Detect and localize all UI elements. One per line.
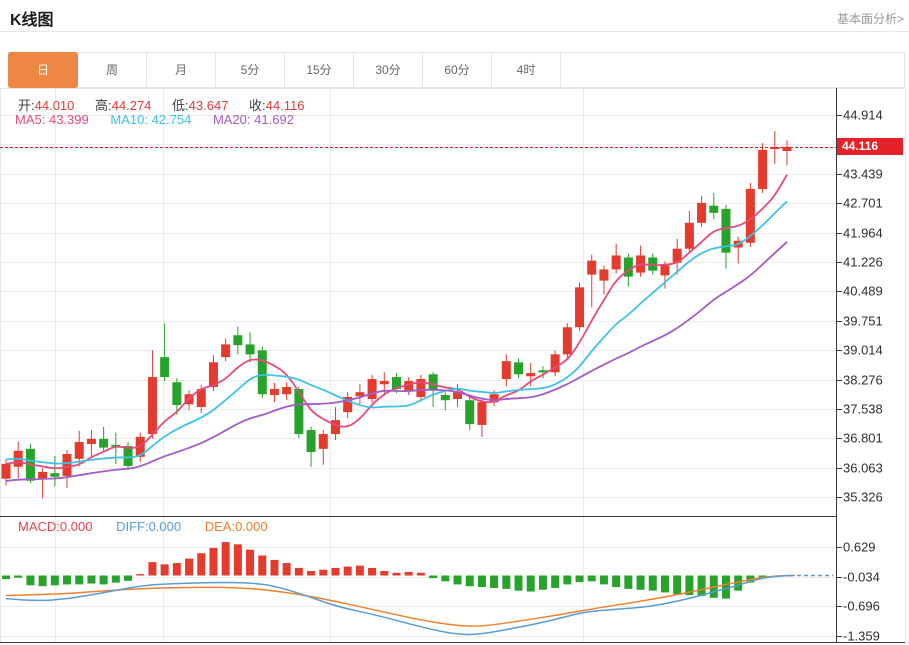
price-axis-label: 42.701 (843, 195, 883, 211)
macd-axis-label: -0.034 (843, 569, 880, 585)
price-axis-label: 41.226 (843, 254, 883, 270)
dea-value-legend: DEA:0.000 (204, 519, 268, 534)
ohlc-legend: 开:44.010 高:44.274 低:43.647 收:44.116 (18, 95, 321, 114)
low-value: 43.647 (188, 98, 229, 113)
price-axis-label: 37.538 (843, 401, 883, 417)
price-axis-label: 40.489 (843, 283, 883, 299)
price-axis-label: 39.014 (843, 342, 883, 358)
macd-axis-label: -0.696 (843, 598, 880, 614)
tab-4hour[interactable]: 4时 (492, 53, 561, 87)
macd-value-legend: MACD:0.000 (18, 519, 93, 534)
ma10-legend: MA10: 42.754 (110, 112, 192, 127)
close-value: 44.116 (265, 98, 305, 113)
tab-week[interactable]: 周 (78, 53, 147, 87)
price-axis-label: 36.063 (843, 460, 883, 476)
tab-15min[interactable]: 15分 (285, 53, 354, 87)
tab-60min[interactable]: 60分 (423, 53, 492, 87)
ma20-legend: MA20: 41.692 (212, 112, 294, 127)
open-value: 44.010 (34, 98, 75, 113)
diff-value-legend: DIFF:0.000 (116, 519, 182, 534)
price-axis-label: 38.276 (843, 372, 883, 388)
close-label: 收: (249, 98, 266, 113)
high-value: 44.274 (111, 98, 152, 113)
macd-axis-label: 0.629 (843, 539, 876, 555)
period-tab-bar: 日 周 月 5分 15分 30分 60分 4时 (8, 52, 905, 88)
tab-30min[interactable]: 30分 (354, 53, 423, 87)
low-label: 低: (172, 98, 189, 113)
price-axis-label: 35.326 (843, 489, 883, 505)
header-divider (0, 31, 909, 32)
ma5-legend: MA5: 43.399 (15, 112, 89, 127)
page-title: K线图 (10, 12, 54, 29)
tab-month[interactable]: 月 (147, 53, 216, 87)
price-axis-label: 43.439 (843, 166, 883, 182)
ma-legend: MA5: 43.399 MA10: 42.754 MA20: 41.692 (15, 112, 294, 127)
high-label: 高: (95, 98, 112, 113)
tab-5min[interactable]: 5分 (216, 53, 285, 87)
macd-axis-label: -1.359 (843, 628, 880, 644)
fundamental-analysis-link[interactable]: 基本面分析> (836, 12, 904, 26)
tab-day[interactable]: 日 (8, 52, 78, 88)
macd-legend: MACD:0.000 DIFF:0.000 DEA:0.000 (18, 519, 268, 534)
current-price-tag: 44.116 (837, 138, 903, 156)
price-axis-label: 39.751 (843, 313, 883, 329)
open-label: 开: (18, 98, 35, 113)
price-axis-label: 36.801 (843, 430, 883, 446)
price-axis-label: 44.914 (843, 107, 883, 123)
price-axis-label: 41.964 (843, 225, 883, 241)
